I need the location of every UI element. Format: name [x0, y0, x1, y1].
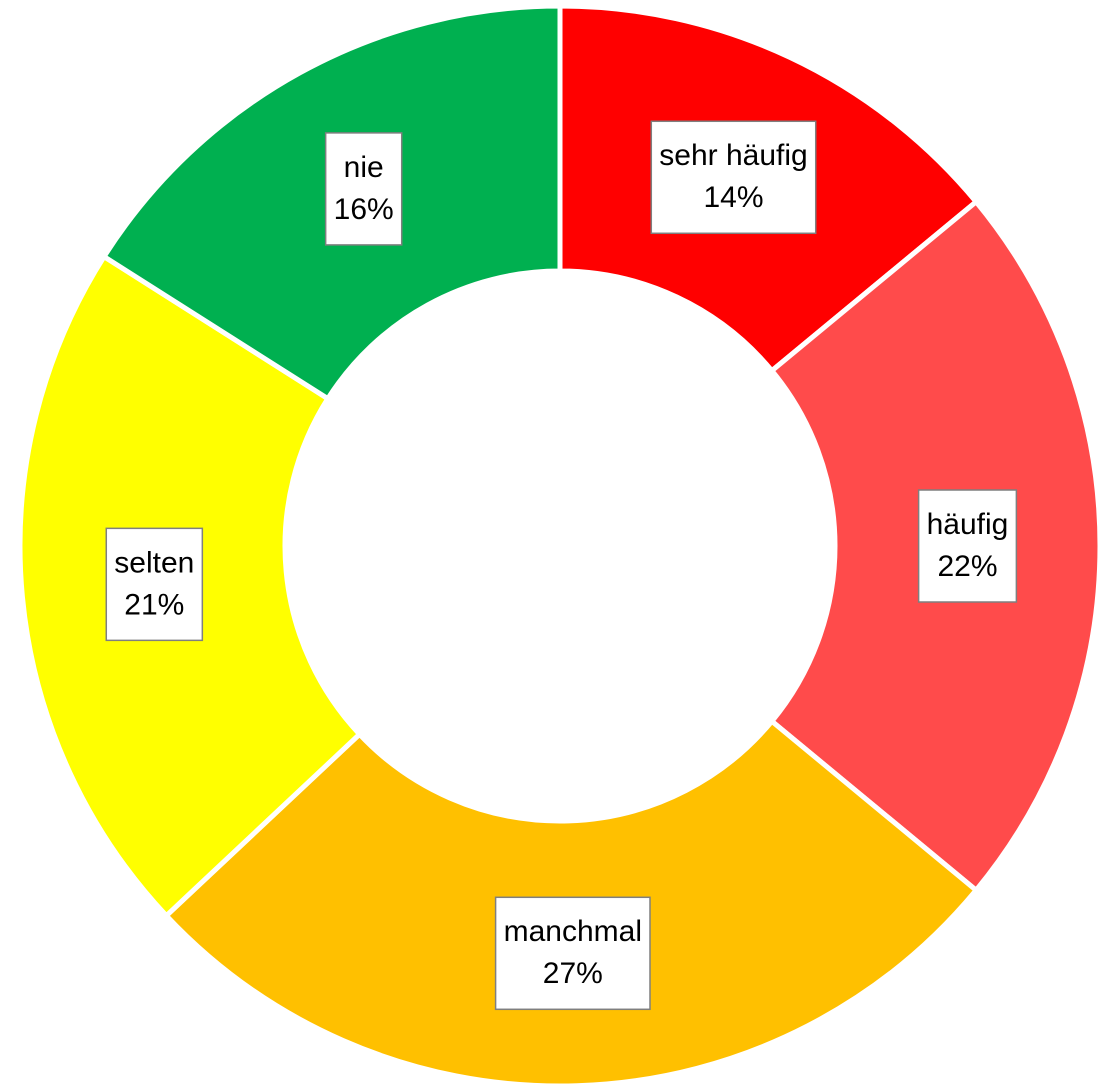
- value-label: 14%: [703, 181, 763, 214]
- category-label: manchmal: [504, 915, 642, 948]
- data-label: nie 16%: [324, 132, 403, 246]
- data-label: sehr häufig 14%: [650, 120, 817, 235]
- label-box: [105, 527, 204, 642]
- label-box: [650, 120, 817, 235]
- data-label: manchmal 27%: [494, 896, 651, 1011]
- label-box: [494, 896, 651, 1011]
- category-label: selten: [114, 546, 194, 579]
- category-label: häufig: [927, 508, 1009, 541]
- category-label: nie: [344, 151, 384, 184]
- data-label: selten 21%: [105, 527, 204, 642]
- label-box: [324, 132, 403, 246]
- data-label: häufig 22%: [917, 489, 1018, 603]
- value-label: 21%: [124, 588, 184, 621]
- label-box: [917, 489, 1018, 603]
- category-label: sehr häufig: [659, 139, 807, 172]
- value-label: 16%: [334, 193, 394, 226]
- value-label: 22%: [937, 550, 997, 583]
- value-label: 27%: [543, 957, 603, 990]
